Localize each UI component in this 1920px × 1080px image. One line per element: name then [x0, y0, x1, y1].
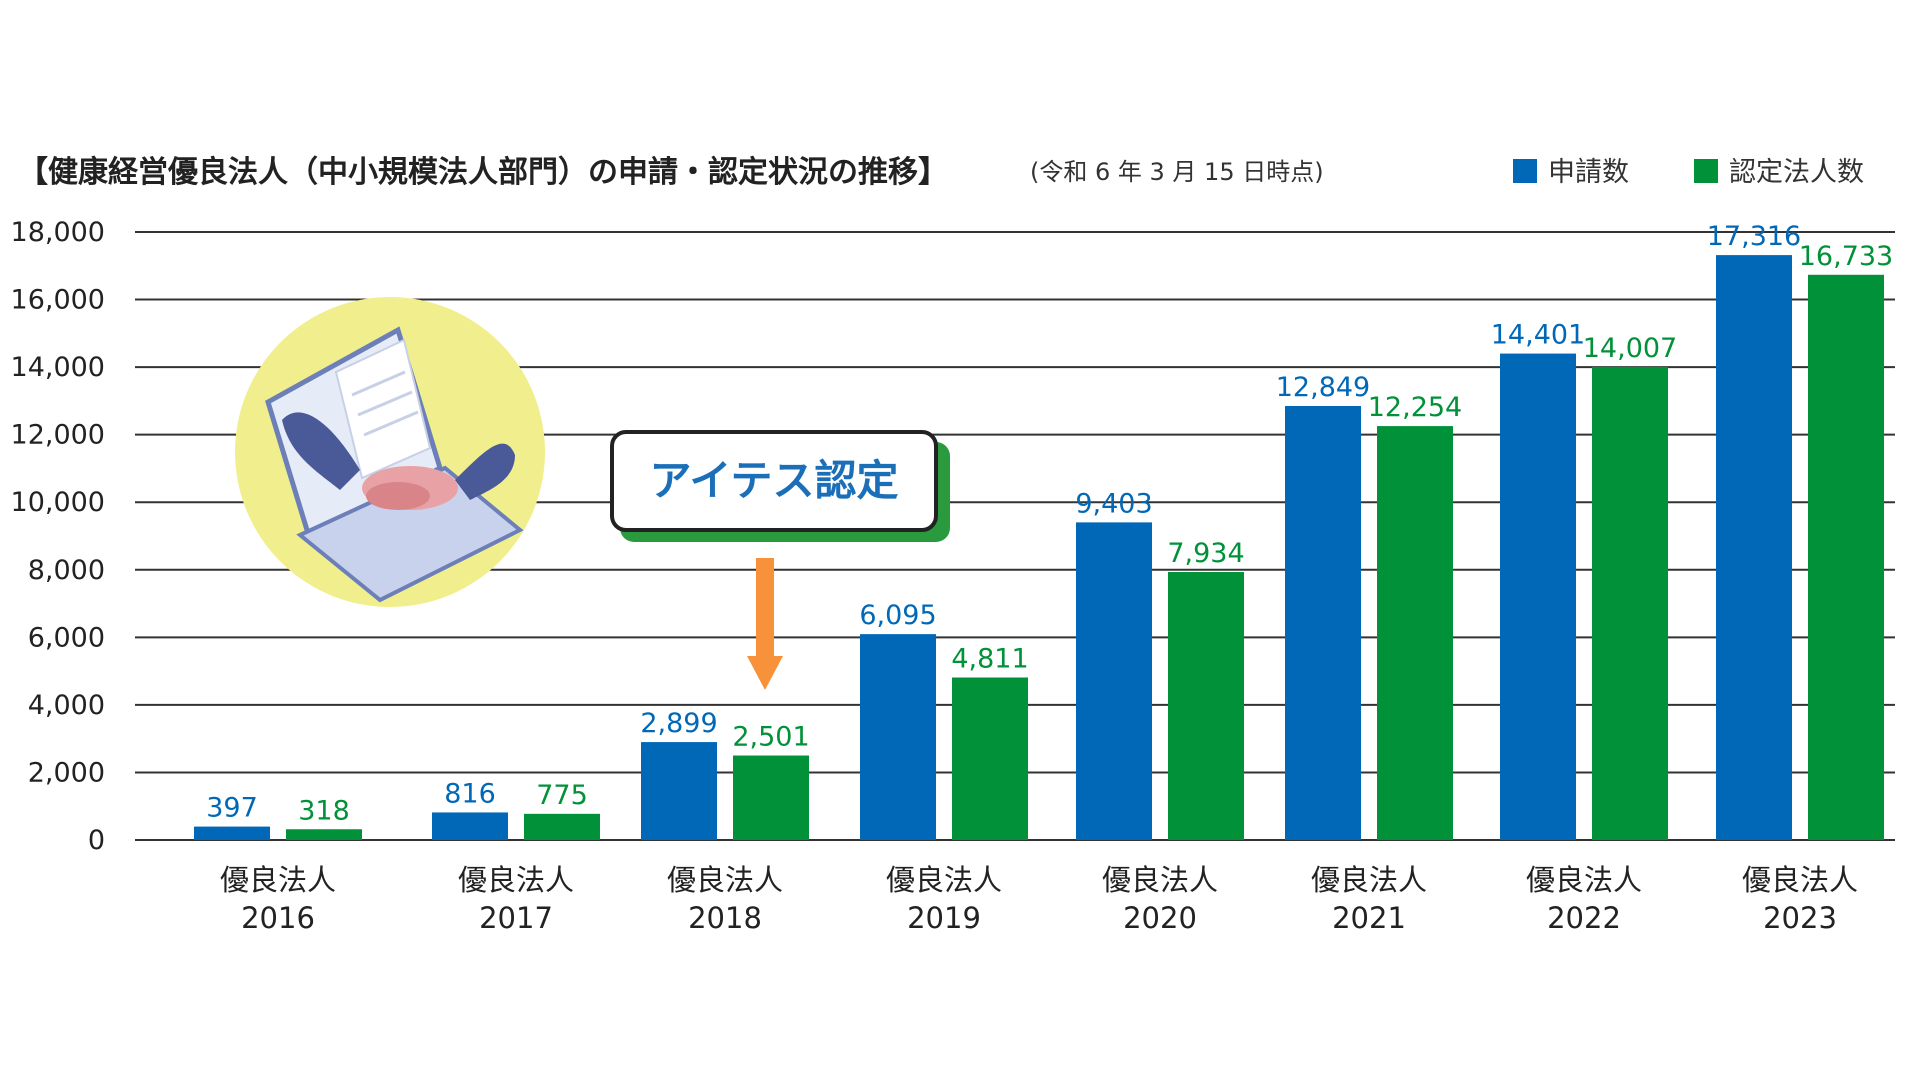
legend-label-certified: 認定法人数 — [1729, 157, 1864, 188]
x-tick-label: 優良法人 — [1102, 863, 1218, 897]
bar-certified — [524, 813, 600, 840]
bar-applications — [641, 742, 717, 840]
y-tick-label: 2,000 — [28, 757, 105, 788]
x-tick-label: 優良法人 — [667, 863, 783, 897]
data-labels: 397 318 816 775 2,899 2,501 6,095 4,811 9,403 7,9… — [206, 221, 1893, 826]
callout-arrow — [747, 558, 783, 690]
data-label: 14,007 — [1583, 333, 1677, 364]
bar-applications — [1716, 255, 1792, 840]
bar-applications — [194, 826, 270, 840]
y-tick-label: 14,000 — [11, 352, 105, 383]
x-axis: 優良法人 2016 優良法人 2017 優良法人 2018 優良法人 2019 優良法人 2020… — [220, 863, 1858, 935]
x-tick-label: 優良法人 — [886, 863, 1002, 897]
x-tick-label-year: 2022 — [1547, 901, 1621, 935]
data-label: 6,095 — [859, 600, 936, 631]
handshake-laptop-icon — [235, 297, 545, 607]
x-tick-label-year: 2017 — [479, 901, 553, 935]
x-tick-label-year: 2023 — [1763, 901, 1837, 935]
bars — [194, 255, 1884, 840]
x-tick-label-year: 2020 — [1123, 901, 1197, 935]
data-label: 12,254 — [1368, 392, 1462, 423]
data-label: 816 — [444, 778, 496, 809]
callout-aites: アイテス認定 — [610, 430, 950, 542]
bar-applications — [860, 634, 936, 840]
y-axis: 0 2,000 4,000 6,000 8,000 10,000 12,000 14,000 1… — [11, 217, 105, 856]
data-label: 397 — [206, 793, 258, 824]
chart-title: 【健康経営優良法人（中小規模法人部門）の申請・認定状況の推移】 — [18, 155, 948, 190]
legend: 申請数 認定法人数 — [1513, 157, 1864, 188]
y-tick-label: 12,000 — [11, 420, 105, 451]
data-label: 4,811 — [951, 643, 1028, 674]
x-tick-label-year: 2021 — [1332, 901, 1406, 935]
y-tick-label: 16,000 — [11, 285, 105, 316]
data-label: 2,501 — [732, 722, 809, 753]
y-tick-label: 0 — [88, 825, 105, 856]
x-tick-label-year: 2018 — [688, 901, 762, 935]
y-tick-label: 10,000 — [11, 487, 105, 518]
y-tick-label: 8,000 — [28, 555, 105, 586]
data-label: 775 — [536, 780, 588, 811]
y-tick-label: 18,000 — [11, 217, 105, 248]
bar-certified — [952, 677, 1028, 840]
x-tick-label: 優良法人 — [1311, 863, 1427, 897]
legend-label-applications: 申請数 — [1548, 157, 1629, 188]
bar-certified — [733, 755, 809, 840]
data-label: 16,733 — [1799, 241, 1893, 272]
x-tick-label-year: 2019 — [907, 901, 981, 935]
y-tick-label: 6,000 — [28, 622, 105, 653]
bar-applications — [1285, 405, 1361, 840]
y-tick-label: 4,000 — [28, 690, 105, 721]
x-tick-label-year: 2016 — [241, 901, 315, 935]
data-label: 7,934 — [1167, 538, 1244, 569]
bar-applications — [432, 812, 508, 840]
data-label: 9,403 — [1075, 488, 1152, 519]
legend-swatch-certified — [1694, 159, 1718, 183]
bar-certified — [1592, 366, 1668, 840]
bar-certified — [1168, 572, 1244, 840]
data-label: 12,849 — [1276, 372, 1370, 403]
bar-certified — [1808, 274, 1884, 840]
x-tick-label: 優良法人 — [1526, 863, 1642, 897]
x-tick-label: 優良法人 — [220, 863, 336, 897]
legend-swatch-applications — [1513, 159, 1537, 183]
bar-applications — [1500, 353, 1576, 840]
x-tick-label: 優良法人 — [458, 863, 574, 897]
chart-subtitle: (令和 6 年 3 月 15 日時点) — [1030, 158, 1324, 186]
data-label: 17,316 — [1707, 221, 1801, 252]
bar-certified — [1377, 426, 1453, 840]
bar-certified — [286, 829, 362, 840]
data-label: 318 — [298, 795, 350, 826]
callout-text: アイテス認定 — [649, 456, 898, 505]
data-label: 2,899 — [640, 708, 717, 739]
data-label: 14,401 — [1491, 320, 1585, 351]
x-tick-label: 優良法人 — [1742, 863, 1858, 897]
bar-applications — [1076, 522, 1152, 840]
